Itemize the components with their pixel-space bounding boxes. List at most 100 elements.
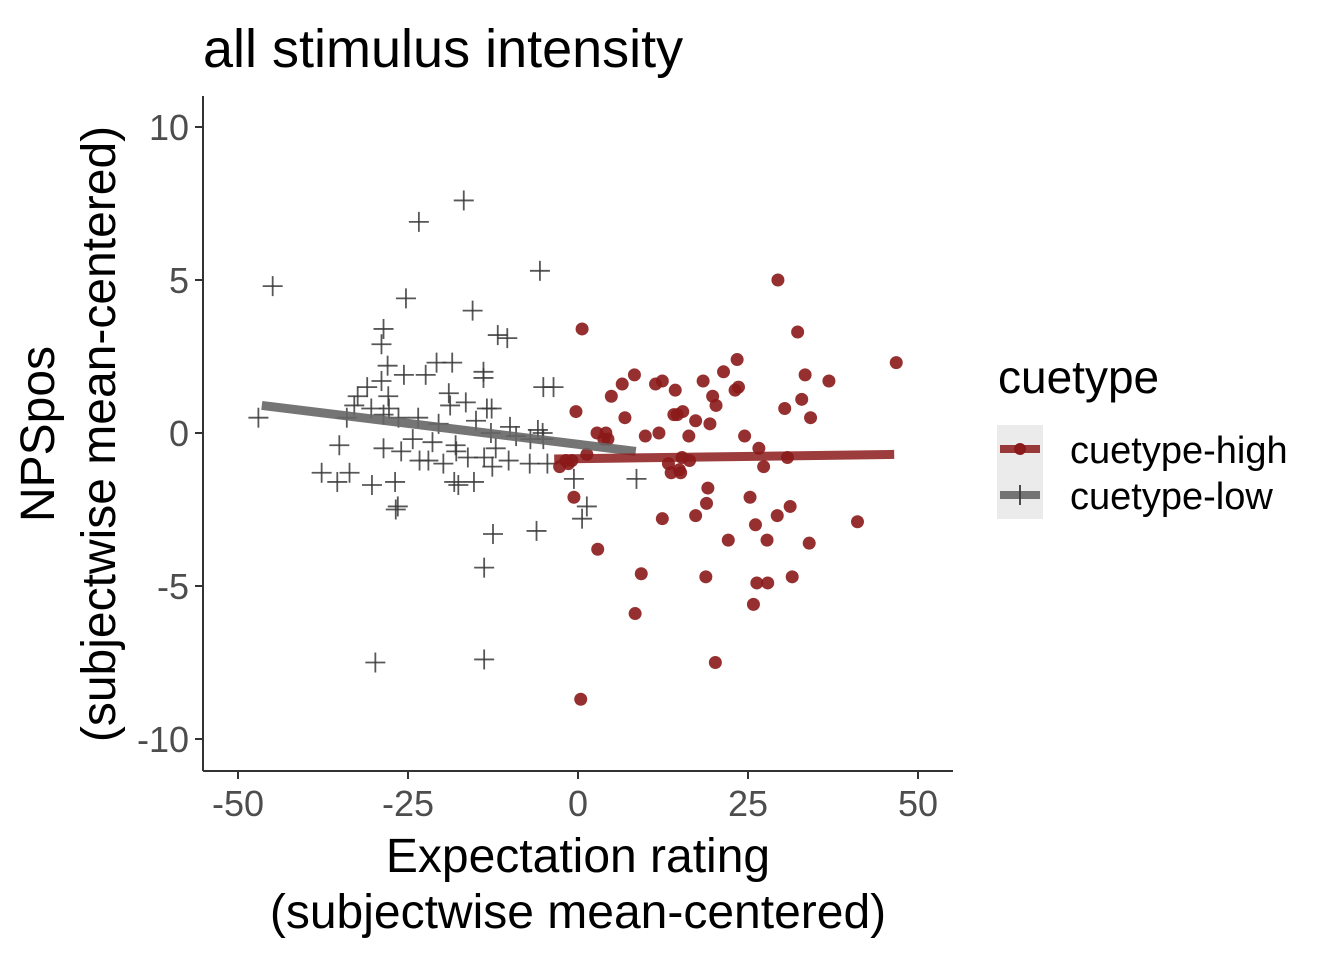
data-point-high xyxy=(591,542,605,556)
data-point-low xyxy=(457,447,478,468)
data-point-high xyxy=(689,414,703,428)
data-point-low xyxy=(365,652,386,673)
data-point-high xyxy=(785,570,799,584)
data-point-low xyxy=(385,471,406,492)
data-point-high xyxy=(634,567,648,581)
data-point-low xyxy=(395,288,416,309)
data-point-low xyxy=(422,432,443,453)
legend-label-low: cuetype-low xyxy=(1070,476,1273,518)
data-point-low xyxy=(339,462,360,483)
data-point-low xyxy=(391,441,412,462)
data-point-high xyxy=(889,356,903,370)
data-point-low xyxy=(519,453,540,474)
y-axis-label-line2: (subjectwise mean-centered) xyxy=(73,126,126,742)
data-point-high xyxy=(682,429,696,443)
x-tick-label: 50 xyxy=(898,783,938,824)
data-point-low xyxy=(572,508,593,529)
data-point-low xyxy=(543,377,564,398)
data-point-low xyxy=(444,471,465,492)
data-point-high xyxy=(798,368,812,382)
data-point-low xyxy=(311,462,332,483)
data-point-low xyxy=(393,364,414,385)
data-point-high xyxy=(850,515,864,529)
data-point-low xyxy=(481,398,502,419)
data-point-high xyxy=(752,441,766,455)
data-point-high xyxy=(676,405,690,419)
data-point-low xyxy=(576,496,597,517)
x-tick-label: 0 xyxy=(568,783,588,824)
data-point-low xyxy=(485,438,506,459)
data-point-low xyxy=(474,649,495,670)
y-tick-label: -5 xyxy=(157,566,189,607)
data-point-low xyxy=(529,260,550,281)
data-point-high xyxy=(728,383,742,397)
data-point-low xyxy=(442,352,463,373)
data-point-high xyxy=(696,374,710,388)
data-point-high xyxy=(699,570,713,584)
data-point-low xyxy=(385,499,406,520)
data-point-high xyxy=(746,597,760,611)
data-point-low xyxy=(448,475,469,496)
data-point-low xyxy=(446,441,467,462)
data-point-high xyxy=(574,692,588,706)
data-point-high xyxy=(743,490,757,504)
data-point-low xyxy=(440,395,461,416)
data-point-high xyxy=(652,426,666,440)
x-tick-label: 25 xyxy=(728,783,768,824)
data-point-high xyxy=(689,509,703,523)
data-point-low xyxy=(415,364,436,385)
data-point-high xyxy=(802,536,816,550)
data-point-low xyxy=(327,471,348,492)
legend-label-high: cuetype-high xyxy=(1070,430,1288,472)
data-point-high xyxy=(569,405,583,419)
data-point-low xyxy=(453,190,474,211)
fit-line-low xyxy=(261,400,637,456)
x-axis-ticks: -50 -25 0 25 50 xyxy=(212,771,938,824)
data-point-high xyxy=(750,576,764,590)
data-point-low xyxy=(344,395,365,416)
data-point-high xyxy=(778,402,792,416)
data-point-low xyxy=(408,211,429,232)
data-point-high xyxy=(708,656,722,669)
data-point-low xyxy=(473,367,494,388)
data-point-low xyxy=(371,334,392,355)
data-point-high xyxy=(822,374,836,388)
data-point-high xyxy=(597,432,611,446)
data-point-high xyxy=(804,411,818,425)
data-point-low xyxy=(483,523,503,544)
data-point-high xyxy=(757,460,771,474)
data-point-low xyxy=(626,468,647,489)
data-point-low xyxy=(526,520,547,541)
data-point-high xyxy=(627,368,641,382)
data-point-high xyxy=(783,499,797,513)
data-point-high xyxy=(672,463,686,477)
data-point-low xyxy=(462,300,483,321)
y-tick-label: -10 xyxy=(137,719,189,760)
data-point-high xyxy=(575,322,589,336)
data-point-high xyxy=(791,325,805,339)
data-point-low xyxy=(563,468,584,489)
data-point-low xyxy=(497,328,518,349)
data-point-high xyxy=(760,533,774,547)
data-point-high xyxy=(761,576,775,590)
data-point-low xyxy=(498,450,519,471)
data-point-low xyxy=(361,475,382,496)
data-point-low xyxy=(474,557,495,578)
data-point-high xyxy=(655,512,669,526)
data-point-low xyxy=(371,370,392,391)
data-point-high xyxy=(709,398,723,412)
data-point-low xyxy=(418,450,439,471)
data-point-low xyxy=(373,318,394,339)
y-tick-label: 10 xyxy=(149,107,189,148)
data-point-low xyxy=(402,429,423,450)
x-axis-label-line2: (subjectwise mean-centered) xyxy=(270,886,886,939)
data-point-high xyxy=(700,496,714,510)
data-point-high xyxy=(703,417,717,431)
data-point-high xyxy=(771,273,785,287)
data-point-high xyxy=(638,429,652,443)
y-axis-ticks: -10 -5 0 5 10 xyxy=(137,107,203,760)
data-point-low xyxy=(373,438,394,459)
data-point-high xyxy=(567,490,581,504)
